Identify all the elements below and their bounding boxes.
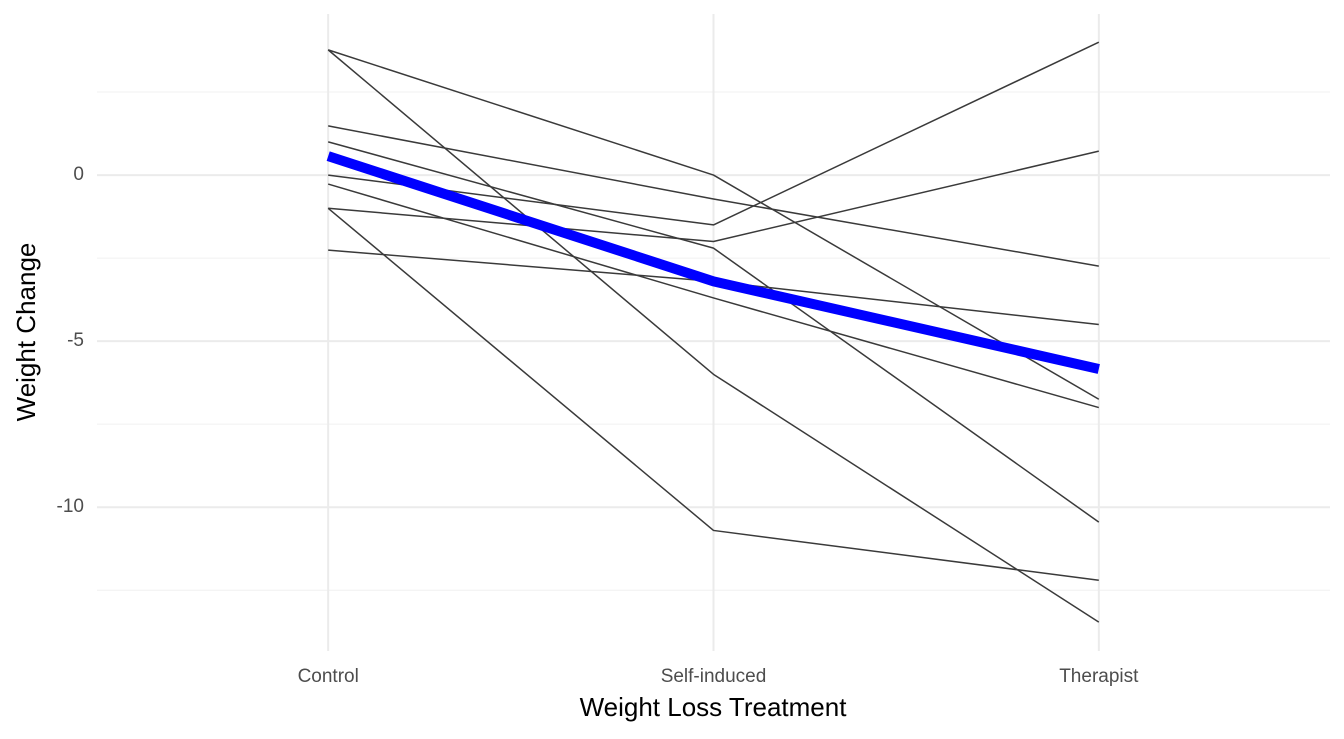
series-line bbox=[327, 183, 1100, 409]
x-tick-label: Control bbox=[298, 666, 359, 687]
y-tick-label: 0 bbox=[73, 164, 84, 185]
series-line bbox=[328, 41, 1100, 226]
series-line bbox=[327, 49, 1100, 623]
series-line bbox=[327, 207, 1099, 582]
series-line bbox=[327, 141, 1100, 523]
series-line bbox=[327, 49, 1100, 400]
series-line bbox=[328, 125, 1099, 267]
x-tick-label: Therapist bbox=[1059, 666, 1139, 687]
series-line bbox=[328, 150, 1099, 243]
y-axis-title: Weight Change bbox=[11, 243, 41, 422]
y-tick-label: -10 bbox=[57, 496, 84, 517]
series-line bbox=[326, 151, 1100, 374]
y-tick-label: -5 bbox=[67, 330, 84, 351]
x-axis-title: Weight Loss Treatment bbox=[580, 692, 848, 722]
x-tick-label: Self-induced bbox=[661, 666, 767, 687]
